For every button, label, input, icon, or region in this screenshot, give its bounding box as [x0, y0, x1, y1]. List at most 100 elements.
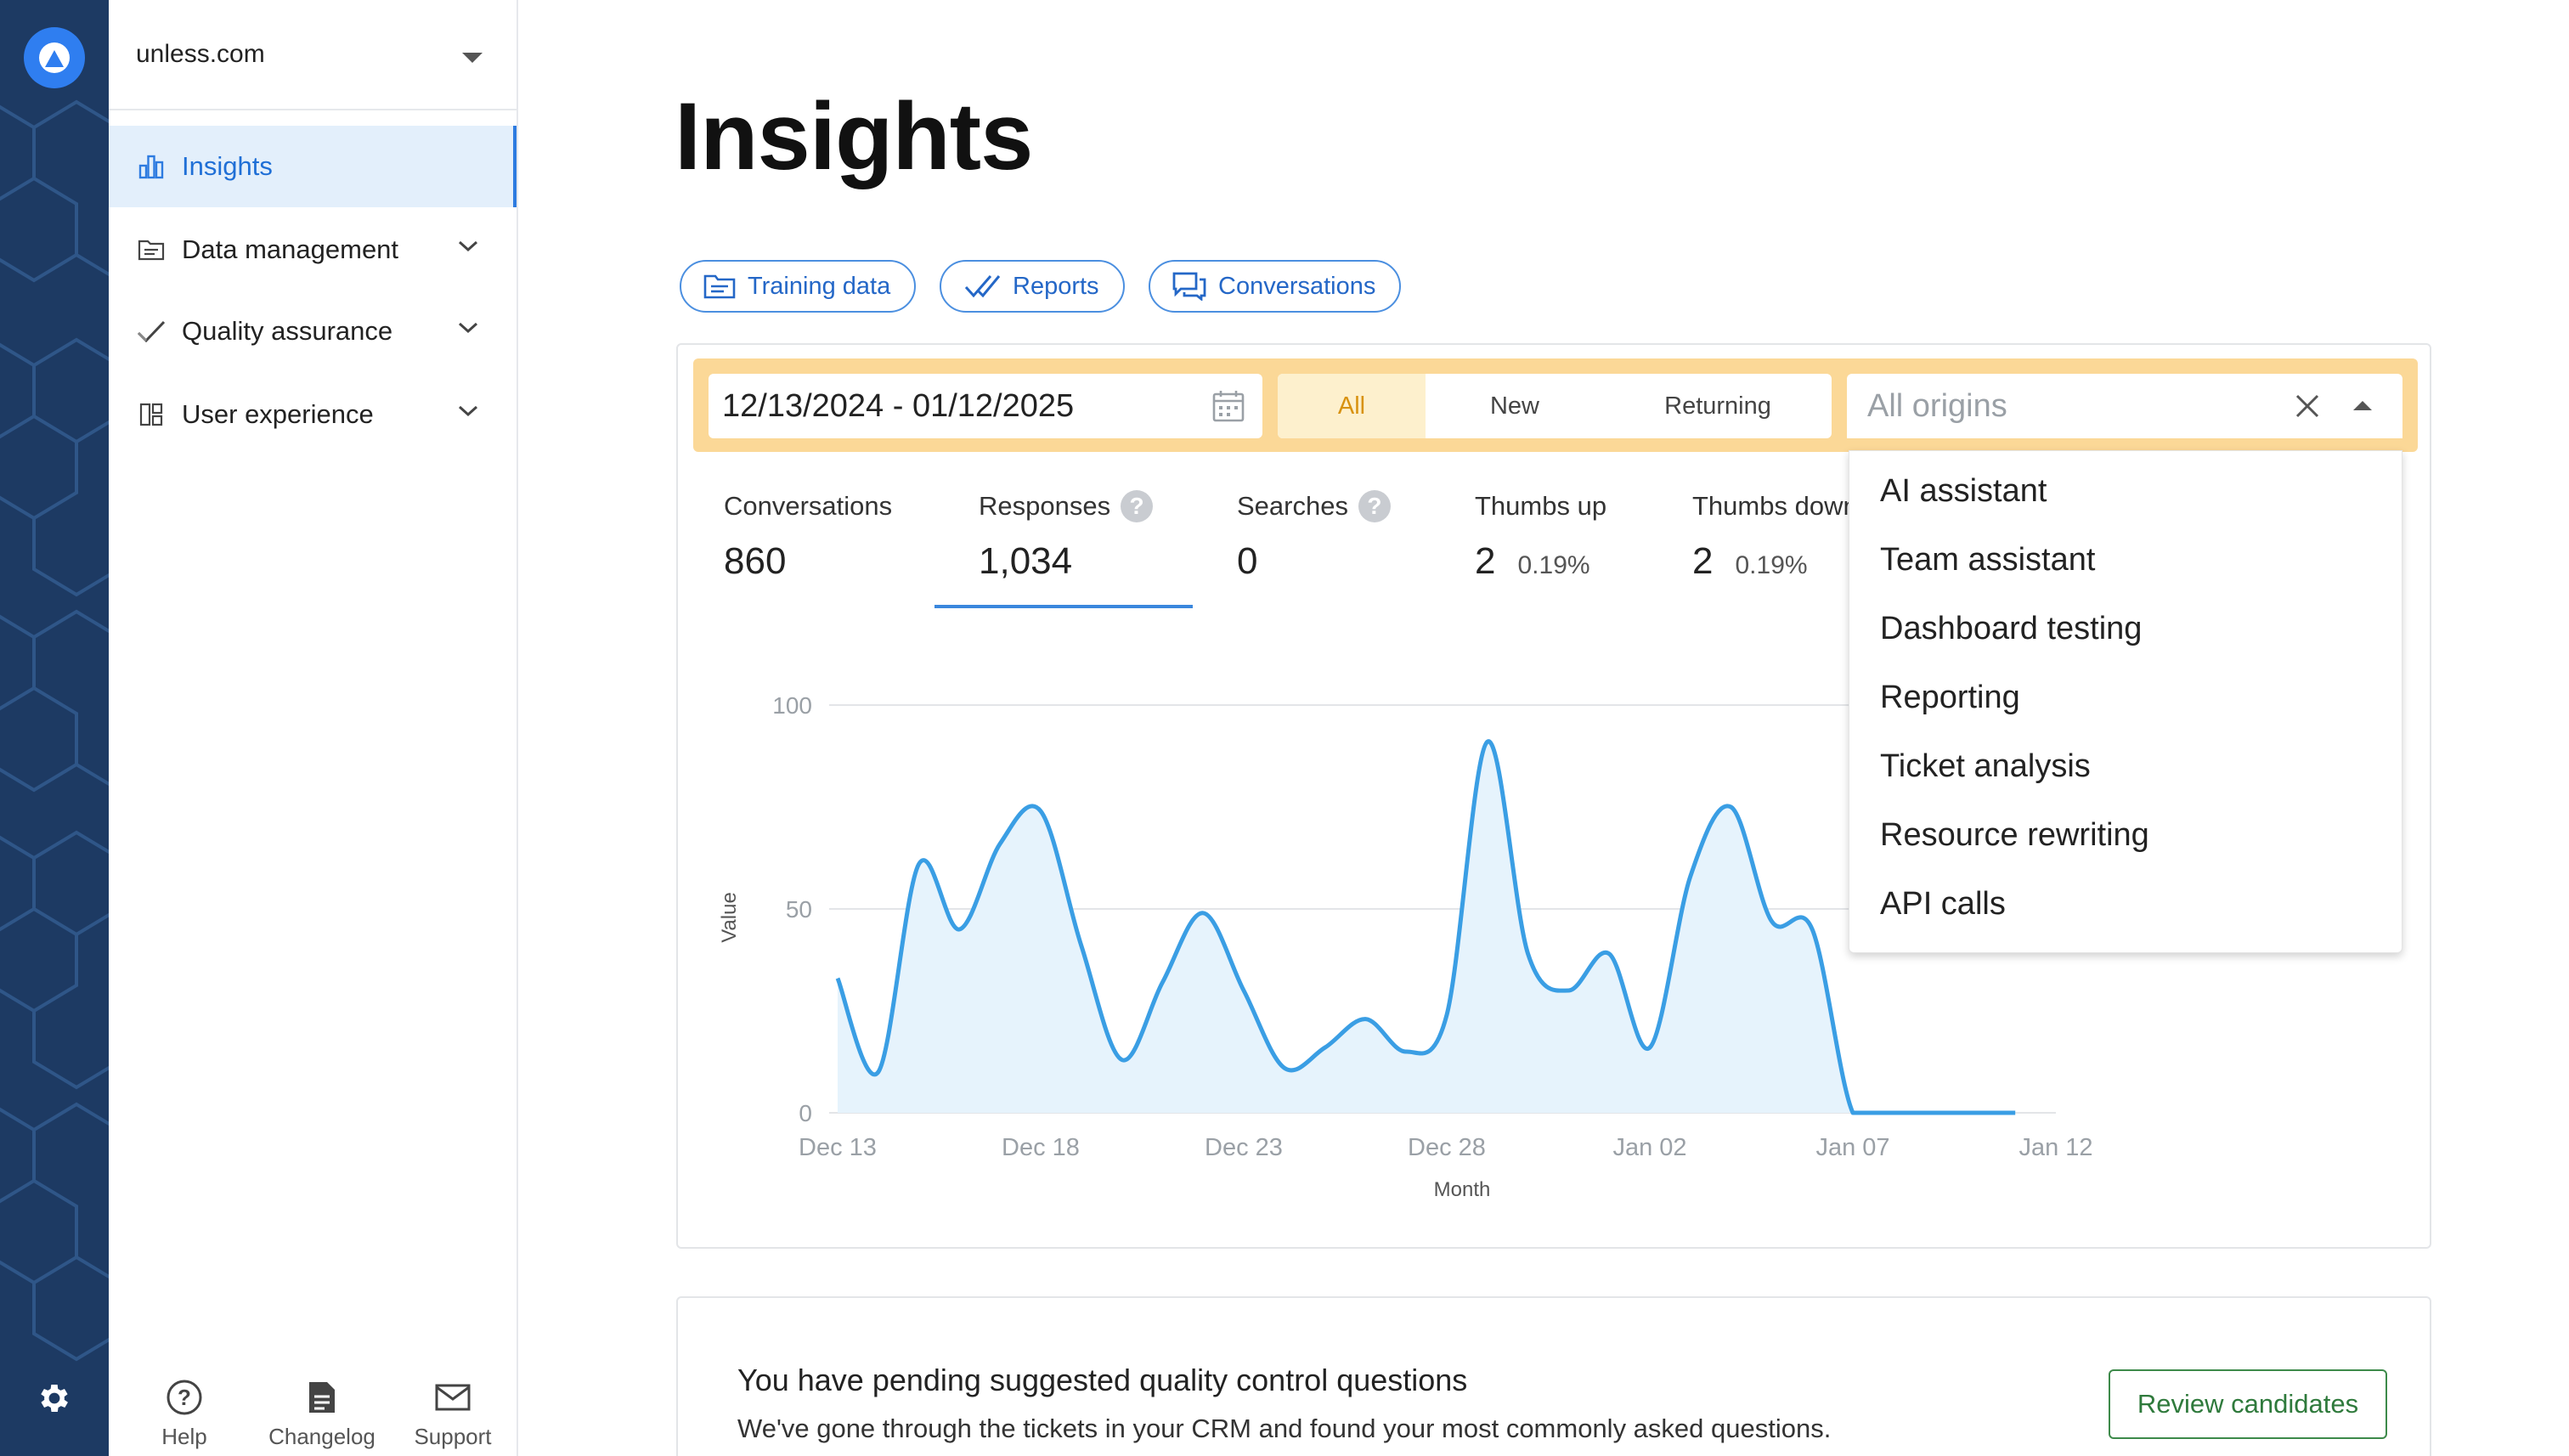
caret-up-icon[interactable]: [2353, 401, 2372, 410]
x-axis-title: Month: [1434, 1178, 1491, 1201]
stat-label: Responses: [979, 491, 1111, 521]
app-rail: [0, 0, 109, 1456]
sidebar-item-data-management[interactable]: Data management: [109, 209, 517, 291]
origin-option-ai-assistant[interactable]: AI assistant: [1880, 473, 2047, 509]
x-tick-label: Dec 13: [799, 1134, 877, 1161]
caret-down-icon: [462, 53, 483, 63]
double-check-icon: [963, 273, 1001, 300]
tab-label: Training data: [748, 272, 891, 300]
x-tick-label: Jan 12: [2019, 1134, 2092, 1161]
origin-option-team-assistant[interactable]: Team assistant: [1880, 542, 2096, 578]
tab-reports[interactable]: Reports: [940, 260, 1125, 313]
help-icon[interactable]: ?: [1358, 490, 1391, 522]
help-icon[interactable]: ?: [1121, 490, 1154, 522]
origin-select[interactable]: All origins: [1847, 374, 2402, 438]
chevron-down-icon: [458, 322, 478, 334]
tab-label: Conversations: [1218, 272, 1376, 300]
area-fill: [838, 741, 2016, 1113]
segment-all[interactable]: All: [1278, 374, 1426, 438]
origin-option-ticket-analysis[interactable]: Ticket analysis: [1880, 748, 2091, 784]
org-name: unless.com: [136, 40, 265, 68]
sidebar-item-label: Data management: [182, 234, 399, 264]
origin-dropdown: AI assistant Team assistant Dashboard te…: [1849, 450, 2402, 953]
stat-label: Conversations: [724, 491, 893, 521]
layout-icon: [136, 399, 167, 430]
sidebar-item-insights[interactable]: Insights: [109, 126, 517, 207]
help-circle-icon: ?: [121, 1376, 248, 1419]
changelog-label: Changelog: [268, 1424, 375, 1449]
origin-option-reporting[interactable]: Reporting: [1880, 680, 2020, 715]
quality-suggestions-card: You have pending suggested quality contr…: [676, 1296, 2431, 1456]
stat-value: 1,034: [979, 540, 1073, 582]
help-link[interactable]: ? Help: [121, 1376, 248, 1450]
review-candidates-button[interactable]: Review candidates: [2109, 1369, 2387, 1439]
suggestions-title: You have pending suggested quality contr…: [737, 1363, 1468, 1397]
y-tick-label: 50: [786, 896, 812, 923]
chevron-down-icon: [458, 240, 478, 252]
segment-new[interactable]: New: [1489, 392, 1539, 420]
stat-value: 2: [1692, 540, 1714, 582]
y-tick-label: 0: [799, 1100, 812, 1126]
tab-conversations[interactable]: Conversations: [1149, 260, 1402, 313]
tab-label: Reports: [1013, 272, 1099, 300]
origin-option-dashboard-testing[interactable]: Dashboard testing: [1880, 611, 2143, 646]
folder-icon: [703, 273, 736, 300]
sidebar: unless.com Insights Data management Qual…: [109, 0, 518, 1456]
stat-label: Searches: [1237, 491, 1348, 521]
visitor-segment-control: All New Returning: [1278, 374, 1832, 438]
sidebar-item-label: Insights: [182, 151, 273, 181]
stat-value: 0: [1237, 540, 1258, 582]
origin-option-resource-rewriting[interactable]: Resource rewriting: [1880, 817, 2149, 853]
chat-icon: [1172, 272, 1206, 301]
tab-training-data[interactable]: Training data: [680, 260, 917, 313]
org-selector[interactable]: unless.com: [109, 0, 517, 110]
sidebar-item-label: User experience: [182, 399, 374, 429]
y-tick-label: 100: [772, 692, 812, 719]
stat-label: Thumbs up: [1475, 491, 1607, 521]
stat-value: 860: [724, 540, 787, 582]
stat-thumbs-down[interactable]: Thumbs down 2 0.19%: [1692, 491, 1854, 583]
x-tick-label: Dec 28: [1408, 1134, 1486, 1161]
origin-option-api-calls[interactable]: API calls: [1880, 886, 2006, 922]
y-axis-title: Value: [718, 892, 741, 943]
sidebar-item-user-experience[interactable]: User experience: [109, 374, 517, 455]
hex-pattern-background: [0, 99, 109, 1362]
chevron-down-icon: [458, 405, 478, 417]
stat-conversations[interactable]: Conversations 860: [724, 491, 892, 583]
stat-value: 2: [1475, 540, 1496, 582]
stat-thumbs-up[interactable]: Thumbs up 2 0.19%: [1475, 491, 1606, 583]
gear-icon: [41, 1385, 68, 1412]
sidebar-item-label: Quality assurance: [182, 316, 393, 346]
changelog-link[interactable]: Changelog: [258, 1376, 386, 1450]
folder-icon: [136, 234, 167, 265]
support-link[interactable]: Support: [389, 1376, 517, 1450]
logo-icon: [39, 42, 70, 73]
stat-percent: 0.19%: [1735, 551, 1808, 579]
help-label: Help: [161, 1424, 207, 1449]
date-range-picker[interactable]: 12/13/2024 - 01/12/2025: [709, 374, 1262, 438]
stat-responses[interactable]: Responses? 1,034: [979, 490, 1154, 583]
support-label: Support: [414, 1424, 492, 1449]
sidebar-item-quality-assurance[interactable]: Quality assurance: [109, 291, 517, 372]
stat-searches[interactable]: Searches? 0: [1237, 490, 1391, 583]
app-logo[interactable]: [24, 27, 85, 88]
document-icon: [258, 1376, 386, 1419]
bar-chart-icon: [136, 151, 167, 182]
series-line: [835, 739, 2016, 1115]
calendar-icon: [1212, 391, 1245, 422]
check-icon: [136, 316, 167, 347]
suggestions-text: We've gone through the tickets in your C…: [737, 1414, 1832, 1443]
x-tick-label: Dec 18: [1002, 1134, 1080, 1161]
x-tick-label: Dec 23: [1205, 1134, 1283, 1161]
x-tick-label: Jan 07: [1815, 1134, 1889, 1161]
close-icon[interactable]: [2292, 391, 2323, 421]
stat-label: Thumbs down: [1692, 491, 1854, 521]
svg-text:?: ?: [178, 1385, 191, 1410]
selected-stat-indicator: [934, 605, 1193, 608]
stat-percent: 0.19%: [1517, 551, 1590, 579]
segment-returning[interactable]: Returning: [1664, 392, 1771, 420]
origin-placeholder: All origins: [1867, 387, 2007, 424]
settings-button[interactable]: [31, 1374, 78, 1422]
page-title: Insights: [675, 83, 1033, 189]
date-range-value: 12/13/2024 - 01/12/2025: [722, 387, 1075, 424]
